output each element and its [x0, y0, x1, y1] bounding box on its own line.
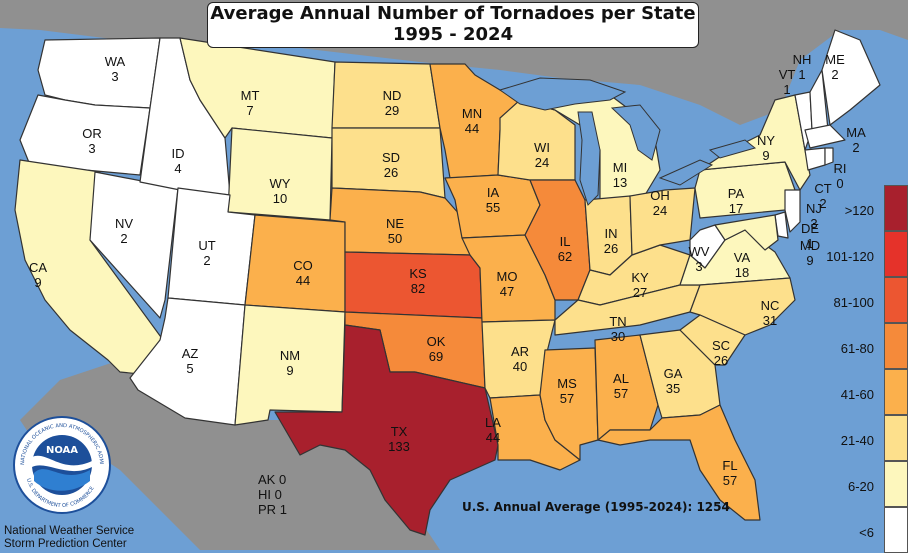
- state-label-LA: LA 44: [485, 415, 501, 445]
- legend-label-lt6: <6: [859, 525, 874, 540]
- state-TX: [274, 324, 499, 536]
- state-label-VA: VA 18: [734, 250, 751, 280]
- state-label-GA: GA 35: [664, 366, 683, 396]
- state-label-NJ: NJ 3: [806, 201, 822, 231]
- state-label-MD: MD 9: [800, 238, 820, 268]
- legend-label-61-80: 61-80: [840, 341, 874, 356]
- state-IL: [524, 179, 591, 301]
- territory-AK: AK 0: [258, 472, 287, 487]
- state-label-AZ: AZ 5: [182, 346, 199, 376]
- state-MD: [714, 214, 779, 251]
- title-line-1: Average Annual Number of Tornadoes per S…: [210, 3, 696, 24]
- lake-superior: [498, 77, 627, 111]
- mexico-land: [20, 360, 440, 550]
- state-label-SD: SD 26: [382, 150, 400, 180]
- state-label-NE: NE 50: [386, 216, 404, 246]
- state-label-AL: AL 57: [613, 371, 629, 401]
- state-label-PA: PA 17: [728, 186, 745, 216]
- title-line-2: 1995 - 2024: [392, 24, 514, 45]
- state-label-MS: MS 57: [557, 376, 577, 406]
- state-label-WV: WV 3: [689, 244, 710, 274]
- state-label-ND: ND 29: [383, 88, 402, 118]
- legend-swatch-41-60: [884, 369, 908, 415]
- state-label-OR: OR 3: [82, 126, 102, 156]
- state-PA: [694, 161, 796, 219]
- state-labels: WA 3 OR 3 CA 9 NV 2 ID 4 MT 7 WY 10 UT 2 AZ 5 CO 44 NM 9 ND 29 S…: [29, 52, 866, 488]
- credit-line-1: National Weather Service: [4, 525, 135, 537]
- state-RI: [824, 147, 834, 166]
- legend-label-6-20: 6-20: [847, 479, 874, 494]
- state-label-IA: IA 55: [486, 185, 500, 215]
- legend-swatch-21-40: [884, 415, 908, 461]
- state-label-VT: VT 1: [779, 67, 796, 97]
- state-label-OK: OK 69: [427, 334, 446, 364]
- noaa-text: NOAA: [46, 445, 78, 456]
- territories: AK 0 HI 0 PR 1: [258, 472, 287, 517]
- state-label-MO: MO 47: [497, 269, 518, 299]
- state-WA: [37, 37, 161, 109]
- legend-swatch-101-120: [884, 231, 908, 277]
- state-label-KY: KY 27: [631, 270, 649, 300]
- legend-label-41-60: 41-60: [840, 387, 874, 402]
- state-SC: [679, 314, 746, 366]
- legend-label-81-100: 81-100: [833, 295, 874, 310]
- state-label-TX: TX 133: [388, 424, 410, 454]
- us-annual-average: U.S. Annual Average (1995-2024): 1254: [462, 500, 730, 514]
- legend-swatch-6-20: [884, 461, 908, 507]
- state-label-SC: SC 26: [712, 338, 730, 368]
- lake-huron: [610, 104, 661, 161]
- noaa-logo: NATIONAL OCEANIC AND ATMOSPHERIC ADMINIS…: [12, 415, 111, 514]
- state-label-WI: WI 24: [534, 140, 550, 170]
- credit: National Weather Service Storm Predictio…: [4, 525, 134, 551]
- state-label-MA: MA 2: [846, 125, 866, 155]
- state-label-MT: MT 7: [241, 88, 260, 118]
- state-NJ: [784, 189, 801, 233]
- state-label-MN: MN 44: [462, 106, 482, 136]
- state-label-CA: CA 9: [29, 260, 47, 290]
- state-label-CT: CT 2: [814, 181, 831, 211]
- title-box: Average Annual Number of Tornadoes per S…: [207, 2, 699, 48]
- legend: >120 101-120 81-100 61-80 41-60 21-40 6-…: [826, 185, 908, 553]
- legend-swatch-61-80: [884, 323, 908, 369]
- state-label-TN: TN 30: [609, 314, 626, 344]
- state-label-AR: AR 40: [511, 344, 529, 374]
- great-lakes: [498, 77, 757, 206]
- legend-swatch-gt120: [884, 185, 908, 231]
- lake-erie: [658, 159, 714, 186]
- state-label-UT: UT 2: [198, 238, 215, 268]
- legend-label-21-40: 21-40: [840, 433, 874, 448]
- state-label-WA: WA 3: [105, 54, 126, 84]
- territory-HI: HI 0: [258, 487, 282, 502]
- legend-swatch-lt6: [884, 507, 908, 553]
- state-label-ME: ME 2: [825, 52, 845, 82]
- state-label-ID: ID 4: [172, 146, 185, 176]
- legend-label-101-120: 101-120: [826, 249, 874, 264]
- territory-PR: PR 1: [258, 502, 287, 517]
- state-label-NM: NM 9: [280, 348, 300, 378]
- state-label-DE: DE 1: [801, 221, 819, 251]
- state-label-CO: CO 44: [293, 258, 313, 288]
- state-label-RI: RI 0: [834, 161, 847, 191]
- state-label-NH: NH 1: [793, 52, 812, 82]
- legend-swatch-81-100: [884, 277, 908, 323]
- state-label-NV: NV 2: [115, 216, 133, 246]
- state-label-IL: IL 62: [558, 234, 572, 264]
- state-WY: [227, 127, 333, 221]
- credit-line-2: Storm Prediction Center: [4, 538, 127, 550]
- lake-ontario: [708, 139, 757, 159]
- state-MA: [804, 124, 846, 149]
- state-label-MI: MI 13: [613, 160, 627, 190]
- state-label-NY: NY 9: [757, 133, 775, 163]
- state-label-WY: WY 10: [270, 176, 291, 206]
- state-label-KS: KS 82: [409, 266, 427, 296]
- state-label-OH: OH 24: [650, 188, 670, 218]
- legend-label-gt120: >120: [844, 203, 874, 218]
- state-FL: [597, 404, 761, 521]
- state-label-IN: IN 26: [604, 226, 618, 256]
- lake-michigan: [577, 111, 601, 206]
- state-label-FL: FL 57: [722, 458, 737, 488]
- state-label-NC: NC 31: [761, 298, 780, 328]
